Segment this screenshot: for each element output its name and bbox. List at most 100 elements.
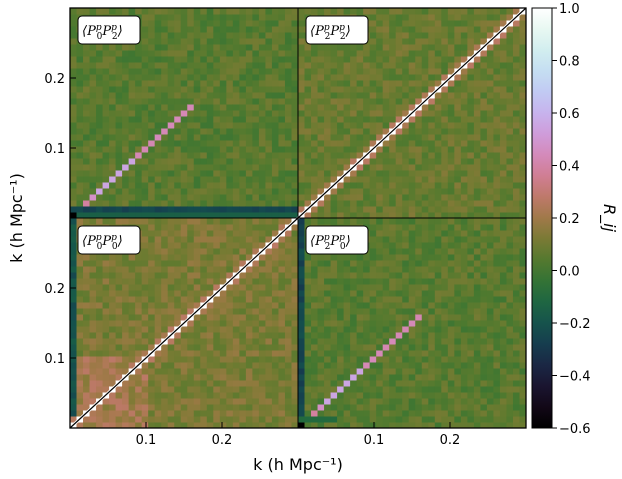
heatmap-cell — [109, 170, 117, 177]
heatmap-cell — [219, 182, 227, 189]
heatmap-cell — [389, 272, 397, 279]
heatmap-cell — [258, 284, 266, 291]
heatmap-cell — [441, 338, 449, 345]
heatmap-cell — [174, 158, 182, 165]
heatmap-cell — [278, 374, 286, 381]
heatmap-cell — [415, 344, 423, 351]
heatmap-cell — [271, 14, 279, 21]
heatmap-cell — [180, 50, 188, 57]
heatmap-cell — [298, 218, 306, 225]
heatmap-cell — [180, 308, 188, 315]
heatmap-cell — [180, 230, 188, 237]
heatmap-cell — [167, 62, 175, 69]
heatmap-cell — [83, 332, 91, 339]
heatmap-cell — [89, 164, 97, 171]
heatmap-cell — [454, 278, 462, 285]
heatmap-cell — [506, 374, 514, 381]
heatmap-cell — [350, 314, 358, 321]
heatmap-cell — [174, 260, 182, 267]
heatmap-cell — [317, 362, 325, 369]
heatmap-cell — [232, 242, 240, 249]
heatmap-cell — [180, 140, 188, 147]
heatmap-cell — [408, 422, 416, 429]
heatmap-cell — [258, 392, 266, 399]
heatmap-cell — [102, 116, 110, 123]
heatmap-cell — [96, 206, 104, 213]
heatmap-cell — [454, 128, 462, 135]
heatmap-cell — [486, 128, 494, 135]
heatmap-cell — [278, 272, 286, 279]
heatmap-cell — [460, 98, 468, 105]
heatmap-cell — [167, 404, 175, 411]
heatmap-cell — [206, 380, 214, 387]
heatmap-cell — [167, 344, 175, 351]
heatmap-cell — [519, 26, 527, 33]
heatmap-cell — [499, 158, 507, 165]
heatmap-cell — [89, 374, 97, 381]
heatmap-cell — [382, 248, 390, 255]
heatmap-cell — [200, 272, 208, 279]
heatmap-cell — [109, 392, 117, 399]
heatmap-cell — [467, 230, 475, 237]
heatmap-cell — [506, 218, 514, 225]
heatmap-cell — [219, 14, 227, 21]
heatmap-cell — [447, 68, 455, 75]
heatmap-cell — [278, 194, 286, 201]
heatmap-cell — [284, 152, 292, 159]
heatmap-cell — [304, 392, 312, 399]
heatmap-cell — [96, 188, 104, 195]
heatmap-cell — [141, 14, 149, 21]
heatmap-cell — [441, 68, 449, 75]
heatmap-cell — [83, 68, 91, 75]
heatmap-cell — [245, 338, 253, 345]
heatmap-cell — [428, 230, 436, 237]
heatmap-cell — [219, 50, 227, 57]
heatmap-cell — [376, 176, 384, 183]
heatmap-cell — [193, 38, 201, 45]
heatmap-cell — [415, 158, 423, 165]
heatmap-cell — [499, 386, 507, 393]
heatmap-cell — [239, 344, 247, 351]
heatmap-cell — [480, 398, 488, 405]
heatmap-cell — [291, 248, 299, 255]
heatmap-cell — [454, 122, 462, 129]
heatmap-cell — [232, 194, 240, 201]
heatmap-cell — [480, 362, 488, 369]
heatmap-cell — [356, 254, 364, 261]
heatmap-cell — [428, 146, 436, 153]
heatmap-cell — [180, 74, 188, 81]
heatmap-cell — [369, 290, 377, 297]
heatmap-cell — [389, 140, 397, 147]
heatmap-cell — [96, 212, 104, 219]
heatmap-cell — [174, 74, 182, 81]
heatmap-cell — [402, 206, 410, 213]
heatmap-cell — [402, 356, 410, 363]
heatmap-cell — [304, 368, 312, 375]
heatmap-cell — [154, 104, 162, 111]
heatmap-cell — [350, 74, 358, 81]
heatmap-cell — [441, 350, 449, 357]
heatmap-cell — [363, 326, 371, 333]
heatmap-cell — [480, 260, 488, 267]
heatmap-cell — [298, 38, 306, 45]
heatmap-cell — [415, 134, 423, 141]
heatmap-cell — [428, 26, 436, 33]
heatmap-cell — [304, 212, 312, 219]
heatmap-cell — [402, 140, 410, 147]
heatmap-cell — [480, 62, 488, 69]
heatmap-cell — [311, 110, 319, 117]
heatmap-cell — [434, 296, 442, 303]
x-tick-label: 0.2 — [212, 433, 233, 448]
heatmap-cell — [408, 290, 416, 297]
heatmap-cell — [180, 194, 188, 201]
heatmap-cell — [298, 296, 306, 303]
heatmap-cell — [180, 14, 188, 21]
heatmap-cell — [467, 308, 475, 315]
heatmap-cell — [187, 8, 195, 15]
heatmap-cell — [284, 32, 292, 39]
heatmap-cell — [506, 116, 514, 123]
heatmap-cell — [324, 344, 332, 351]
heatmap-cell — [402, 242, 410, 249]
heatmap-cell — [395, 332, 403, 339]
heatmap-cell — [141, 104, 149, 111]
